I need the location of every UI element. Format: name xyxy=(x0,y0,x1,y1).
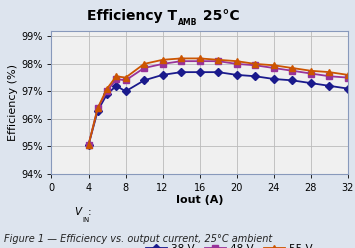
38 V xyxy=(86,143,91,146)
38 V xyxy=(124,90,128,93)
48 V xyxy=(86,143,91,146)
38 V xyxy=(142,79,146,82)
Text: Efficiency T: Efficiency T xyxy=(87,9,178,23)
55 V xyxy=(216,58,220,61)
55 V xyxy=(327,71,332,74)
48 V xyxy=(124,79,128,82)
Text: :: : xyxy=(88,207,92,217)
38 V xyxy=(179,71,183,74)
X-axis label: Iout (A): Iout (A) xyxy=(176,195,223,205)
Legend: 38 V, 48 V, 55 V: 38 V, 48 V, 55 V xyxy=(146,244,313,248)
38 V xyxy=(197,71,202,74)
48 V xyxy=(309,72,313,75)
55 V xyxy=(114,75,119,78)
Text: V: V xyxy=(75,207,82,217)
48 V xyxy=(327,75,332,78)
55 V xyxy=(290,66,294,69)
Line: 48 V: 48 V xyxy=(86,58,351,148)
38 V xyxy=(327,84,332,87)
48 V xyxy=(105,90,109,93)
48 V xyxy=(290,69,294,72)
Text: IN: IN xyxy=(82,217,89,223)
55 V xyxy=(95,106,100,109)
55 V xyxy=(253,62,257,65)
38 V xyxy=(346,87,350,90)
48 V xyxy=(197,60,202,63)
38 V xyxy=(114,84,119,87)
48 V xyxy=(95,106,100,109)
38 V xyxy=(309,82,313,85)
38 V xyxy=(272,78,276,81)
48 V xyxy=(272,66,276,69)
55 V xyxy=(309,69,313,72)
Line: 55 V: 55 V xyxy=(86,55,351,148)
Line: 38 V: 38 V xyxy=(86,69,351,148)
55 V xyxy=(272,64,276,67)
48 V xyxy=(142,66,146,69)
38 V xyxy=(160,73,165,76)
38 V xyxy=(216,71,220,74)
55 V xyxy=(105,87,109,90)
48 V xyxy=(346,76,350,79)
Text: AMB: AMB xyxy=(178,18,198,27)
55 V xyxy=(142,62,146,65)
38 V xyxy=(105,93,109,95)
Text: Figure 1 — Efficiency vs. output current, 25°C ambient: Figure 1 — Efficiency vs. output current… xyxy=(4,234,272,244)
38 V xyxy=(290,79,294,82)
Text: 25°C: 25°C xyxy=(198,9,240,23)
38 V xyxy=(95,109,100,112)
55 V xyxy=(235,60,239,63)
55 V xyxy=(179,57,183,60)
48 V xyxy=(179,60,183,63)
55 V xyxy=(160,58,165,61)
55 V xyxy=(197,57,202,60)
48 V xyxy=(114,78,119,81)
55 V xyxy=(86,143,91,146)
48 V xyxy=(216,60,220,63)
55 V xyxy=(346,73,350,76)
55 V xyxy=(124,76,128,79)
48 V xyxy=(253,64,257,67)
48 V xyxy=(160,62,165,65)
38 V xyxy=(235,73,239,76)
38 V xyxy=(253,75,257,78)
Y-axis label: Efficiency (%): Efficiency (%) xyxy=(8,64,18,141)
48 V xyxy=(235,62,239,65)
